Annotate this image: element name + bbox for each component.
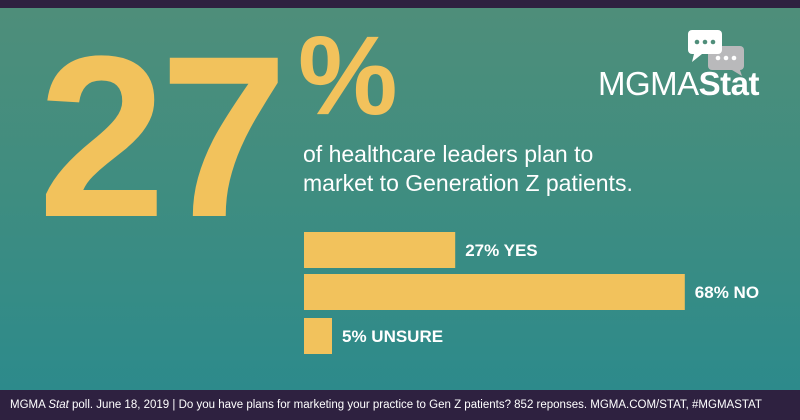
big-stat-number: 27 — [38, 8, 288, 265]
footer-italic: Stat — [48, 399, 69, 411]
chat-bubbles-icon — [688, 30, 744, 76]
bar-yes — [304, 232, 456, 268]
logo-wordmark: MGMAStat — [598, 64, 760, 104]
headline-line-2: market to Generation Z patients. — [303, 170, 633, 196]
headline-text: of healthcare leaders plan to market to … — [303, 140, 683, 198]
footer-source: MGMA Stat poll. June 18, 2019 | Do you h… — [0, 390, 800, 420]
logo-mgma: MGMA — [598, 65, 699, 102]
bar-label-unsure: 5% UNSURE — [342, 327, 443, 346]
big-stat-percent: % — [298, 13, 398, 138]
bar-unsure — [304, 318, 332, 354]
footer-part-1: MGMA — [10, 399, 49, 411]
poll-bar-chart: 27% YES 68% NO 5% UNSURE — [304, 232, 759, 354]
bar-label-no: 68% NO — [695, 283, 759, 302]
headline-line-1: of healthcare leaders plan to — [303, 141, 594, 167]
footer-part-2: poll. June 18, 2019 | Do you have plans … — [68, 399, 762, 411]
bar-label-yes: 27% YES — [465, 241, 537, 260]
bar-no — [304, 274, 685, 310]
mgma-stat-logo: MGMAStat — [598, 28, 768, 108]
logo-stat: Stat — [698, 65, 760, 102]
top-strip — [0, 0, 800, 8]
